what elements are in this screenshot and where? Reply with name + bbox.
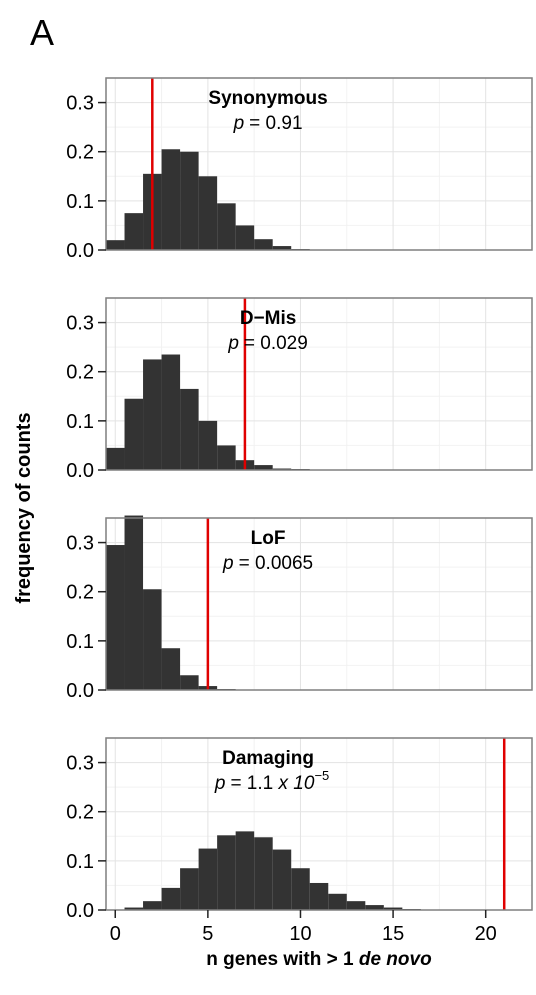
panel-3-border: [105, 517, 533, 691]
panel-1-title: Synonymous: [208, 88, 327, 109]
histogram-bar: [180, 675, 199, 690]
y-tick-label: 0.2: [66, 142, 94, 164]
histogram-bar: [272, 849, 292, 910]
histogram-bar: [346, 901, 366, 910]
x-axis-title-italic: de novo: [359, 949, 432, 970]
histogram-bar: [124, 398, 144, 470]
histogram-bar: [180, 151, 199, 250]
histogram-bar: [198, 420, 218, 470]
histogram-bar: [161, 354, 181, 470]
y-tick-label: 0.1: [66, 411, 94, 433]
histogram-bar: [235, 831, 255, 910]
y-tick-label: 0.3: [66, 313, 94, 335]
histogram-bar: [383, 907, 403, 910]
histogram-bar: [106, 240, 125, 250]
y-tick-label: 0.0: [66, 900, 94, 922]
y-tick-label: 0.1: [66, 191, 94, 213]
panel-4-border: [105, 737, 533, 911]
histogram-bar: [198, 176, 218, 250]
y-tick-label: 0.0: [66, 680, 94, 702]
panel-3-p-value-text: p = 0.0065: [222, 553, 313, 574]
panel-letter: A: [30, 12, 55, 53]
y-tick-label: 0.0: [66, 460, 94, 482]
histogram-bar: [254, 465, 273, 470]
histogram-bar: [254, 239, 273, 250]
histogram-bar: [143, 359, 162, 470]
histogram-bar: [106, 545, 125, 690]
y-tick-label: 0.0: [66, 240, 94, 262]
histogram-bar: [217, 445, 236, 470]
histogram-bar: [291, 868, 310, 910]
histogram-bar: [272, 246, 292, 250]
y-tick-label: 0.2: [66, 362, 94, 384]
histogram-bar: [143, 901, 162, 910]
x-tick-label: 20: [475, 923, 497, 945]
histogram-bar: [198, 848, 218, 910]
p-value: = 1.1: [230, 773, 278, 794]
panel-2-border: [105, 297, 533, 471]
histogram-bar: [217, 835, 236, 910]
p-value-sci: x 10: [278, 773, 315, 794]
histogram-bar: [161, 648, 181, 690]
panel-1-p-value-text: p = 0.91: [233, 113, 303, 134]
x-tick-label: 10: [289, 923, 311, 945]
y-tick-label: 0.3: [66, 93, 94, 115]
y-tick-label: 0.3: [66, 753, 94, 775]
p-value: = 0.029: [244, 333, 308, 354]
x-tick-label: 5: [202, 923, 213, 945]
y-tick-label: 0.2: [66, 582, 94, 604]
x-axis-title-text: n genes with > 1: [206, 949, 359, 970]
panel-3-title: LoF: [251, 528, 286, 549]
x-axis-title: n genes with > 1 de novo: [206, 949, 431, 970]
histogram-bar: [143, 589, 162, 690]
y-tick-label: 0.1: [66, 631, 94, 653]
panel-4-background: [106, 738, 532, 910]
p-symbol: p: [233, 113, 245, 134]
x-tick-label: 15: [382, 923, 404, 945]
p-value: = 0.91: [249, 113, 302, 134]
panel-1-border: [105, 77, 533, 251]
histogram-bar: [124, 515, 144, 690]
histogram-bar: [217, 203, 236, 250]
y-axis-title: frequency of counts: [13, 412, 35, 603]
p-value: = 0.0065: [239, 553, 314, 574]
y-tick-label: 0.3: [66, 533, 94, 555]
p-symbol: p: [222, 553, 234, 574]
histogram-bar: [254, 837, 273, 910]
panel-2-p-value-text: p = 0.029: [227, 333, 308, 354]
histogram-bar: [161, 149, 181, 250]
p-symbol: p: [214, 773, 226, 794]
y-tick-label: 0.2: [66, 802, 94, 824]
histogram-bar: [161, 887, 181, 910]
histogram-bar: [180, 388, 199, 470]
histogram-bar: [235, 225, 255, 250]
x-tick-label: 0: [110, 923, 121, 945]
histogram-bar: [365, 905, 384, 910]
histogram-bar: [309, 882, 329, 910]
p-value-exponent: −5: [314, 768, 329, 783]
y-tick-label: 0.1: [66, 851, 94, 873]
histogram-bar: [124, 213, 144, 250]
p-symbol: p: [227, 333, 239, 354]
histogram-bar: [328, 893, 347, 910]
histogram-bar: [124, 907, 144, 910]
panel-2-title: D−Mis: [240, 308, 297, 329]
histogram-bar: [180, 868, 199, 910]
panel-4-title: Damaging: [222, 748, 314, 769]
histogram-bar: [106, 447, 125, 470]
panel-4-p-value-text: p = 1.1 x 10−5: [214, 768, 329, 794]
